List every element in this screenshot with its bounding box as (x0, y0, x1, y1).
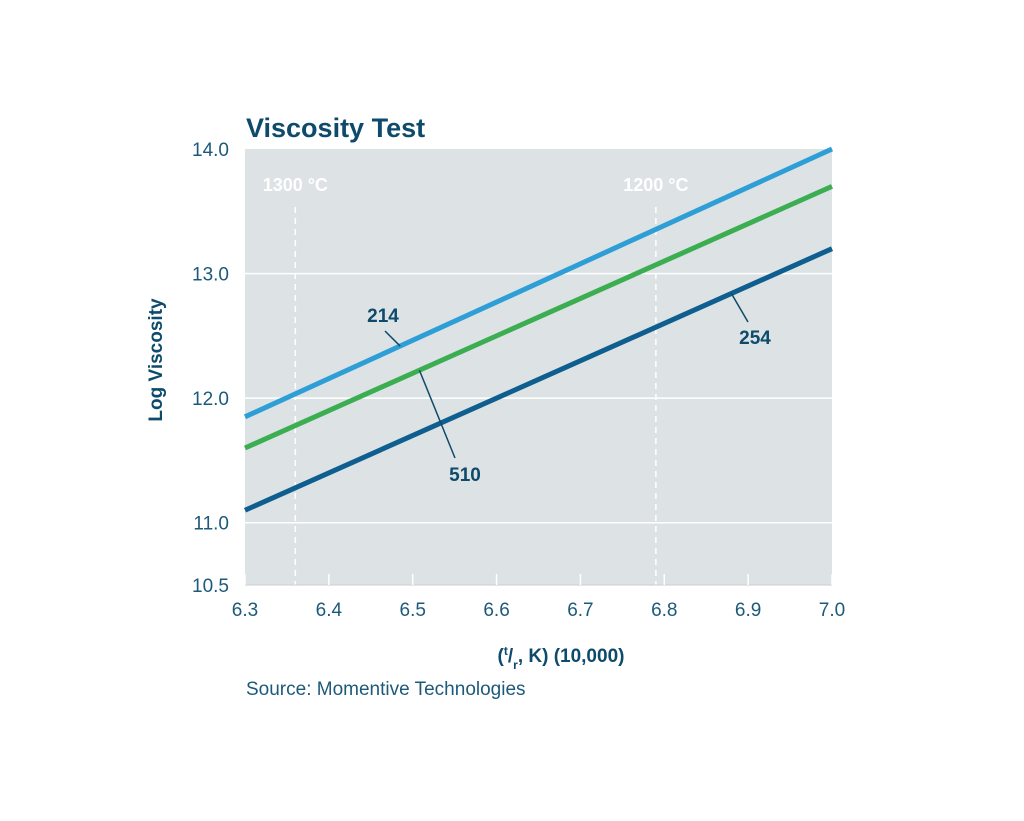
x-tick-label: 6.9 (735, 600, 761, 621)
series-line-214 (243, 146, 834, 420)
x-tick-label: 6.5 (400, 600, 426, 621)
x-tick-label: 6.4 (316, 600, 343, 621)
leader-line-214 (384, 330, 401, 347)
x-axis-label-denominator: r (513, 658, 518, 672)
series-line-510 (243, 184, 834, 451)
y-tick-label: 14.0 (192, 140, 229, 161)
x-tick-label: 6.8 (651, 600, 677, 621)
plot-area (245, 149, 832, 585)
reference-label: 1300 °C (263, 175, 328, 195)
y-tick-label: 13.0 (192, 265, 229, 286)
reference-label: 1200 °C (623, 175, 688, 195)
x-tick-label: 6.7 (567, 600, 593, 621)
y-tick-label: 12.0 (192, 389, 229, 410)
source-note: Source: Momentive Technologies (246, 679, 526, 700)
chart-title: Viscosity Test (246, 113, 425, 143)
x-tick-label: 6.6 (483, 600, 509, 621)
series-label-214: 214 (367, 306, 399, 327)
series-line-254 (243, 246, 834, 513)
x-axis-label: (t/r, K) (10,000) (498, 644, 625, 672)
x-tick-label: 6.3 (232, 600, 258, 621)
leader-line-254 (730, 293, 749, 323)
series-label-254: 254 (739, 328, 771, 349)
y-tick-label: 10.5 (192, 576, 229, 597)
y-axis-ticks: 10.5 11.0 12.0 13.0 14.0 (192, 140, 229, 597)
y-tick-label: 11.0 (193, 514, 229, 535)
x-axis-ticks: 6.3 6.4 6.5 6.6 6.7 6.8 6.9 7.0 (232, 574, 845, 621)
gridlines (245, 272, 832, 524)
y-axis-label: Log Viscosity (146, 298, 167, 422)
x-tick-label: 7.0 (819, 600, 845, 621)
series-labels: 214 510 254 (367, 293, 771, 486)
series-lines (243, 146, 834, 513)
series-label-510: 510 (449, 465, 481, 486)
leader-line-510 (418, 369, 456, 459)
x-axis-label-numerator: t (504, 644, 508, 658)
